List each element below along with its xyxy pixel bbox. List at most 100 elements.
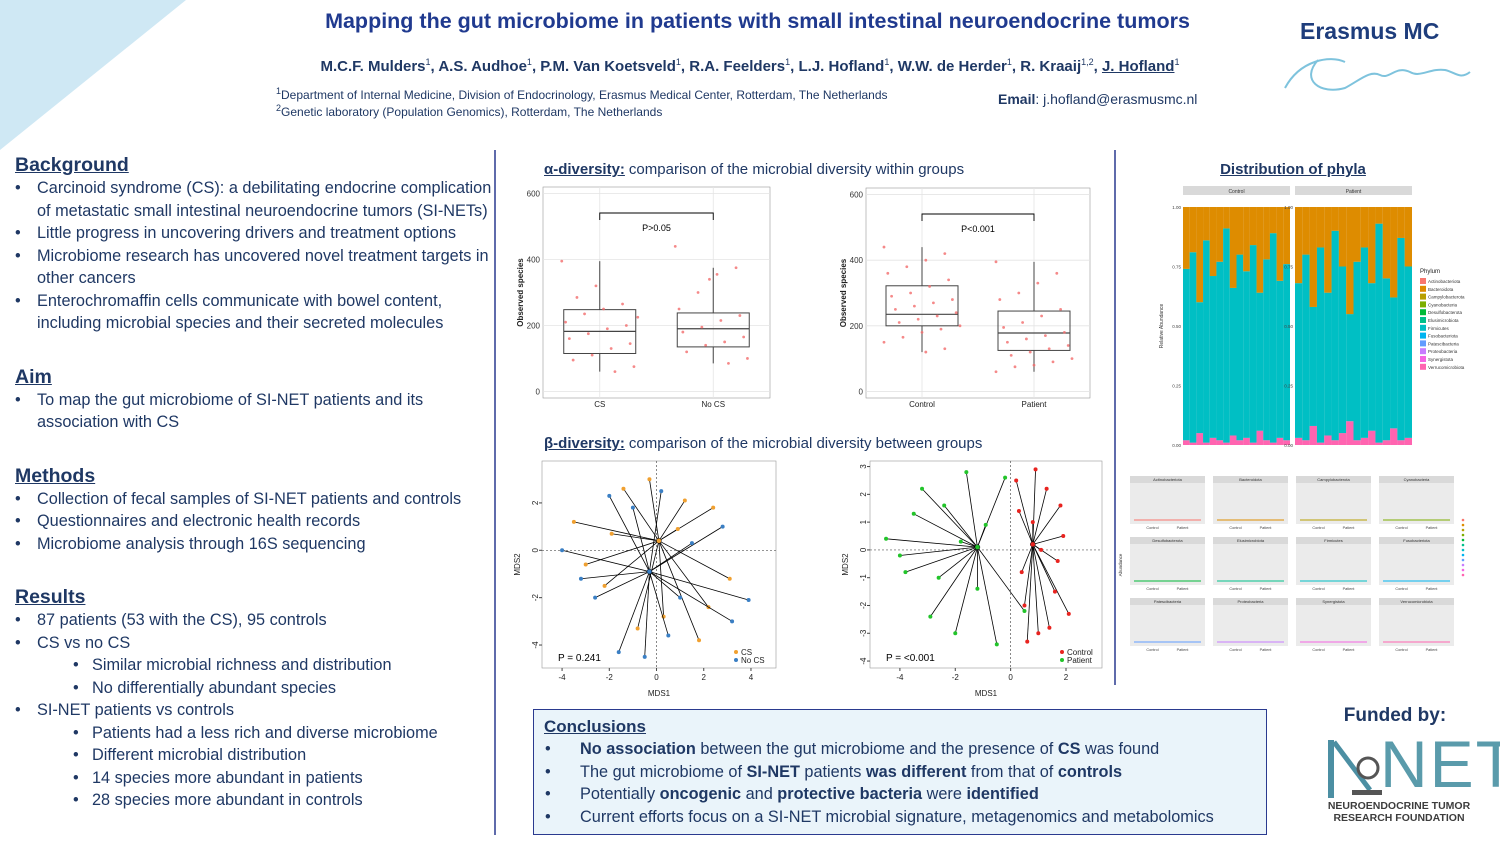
point [951, 298, 954, 301]
point [708, 277, 711, 281]
y-tick-label: -4 [531, 641, 540, 649]
bar-segment [1404, 207, 1412, 267]
point [697, 638, 702, 643]
point [953, 631, 958, 636]
facet-panel [1379, 483, 1454, 524]
y-axis-label: Observed species [516, 258, 525, 327]
annotation: P = 0.241 [558, 653, 601, 664]
spoke [1032, 544, 1070, 615]
point [1017, 291, 1021, 295]
y-tick-label: 0.25 [1172, 384, 1181, 389]
heading-text: comparison of the microbial diversity wi… [628, 161, 965, 178]
net-logo-icon [1328, 740, 1382, 798]
spoke [649, 571, 669, 636]
author: P.M. Van Koetsveld1 [540, 57, 689, 75]
bar-segment [1331, 230, 1339, 441]
affiliation-text: Genetic laboratory (Population Genomics)… [281, 105, 663, 119]
bar-segment [1263, 440, 1270, 445]
spoke [649, 571, 749, 601]
text-run: from that of [966, 762, 1058, 781]
email: Email: j.hofland@erasmusmc.nl [998, 91, 1197, 107]
spoke [594, 571, 650, 599]
spoke [658, 540, 700, 641]
facet-panel [1379, 544, 1454, 585]
spoke [930, 546, 978, 617]
bar-segment [1196, 433, 1204, 445]
spoke [1021, 544, 1034, 573]
bar-segment [1338, 207, 1347, 267]
y-tick-label: 400 [527, 256, 541, 265]
facet-x-label: Patient [1343, 587, 1356, 591]
bar-segment [1353, 440, 1361, 445]
point [924, 258, 928, 262]
point [1066, 344, 1070, 347]
bar-segment [1236, 207, 1244, 255]
text-run: Potentially [580, 785, 660, 803]
point [621, 486, 626, 491]
point [1039, 547, 1044, 552]
point [1003, 475, 1008, 480]
beta-heading: β-diversity: comparison of the microbial … [544, 435, 982, 452]
legend-swatch [1060, 650, 1064, 654]
bar-segment [1223, 442, 1230, 445]
y-tick-label: 0.75 [1284, 265, 1293, 270]
author-sup: 1 [785, 57, 791, 67]
legend-label: Synergistota [1428, 357, 1454, 362]
conclusion-text: Potentially oncogenic and protective bac… [580, 783, 1039, 806]
point [954, 311, 958, 315]
bar-segment [1223, 207, 1230, 229]
facet-panel [1296, 605, 1371, 646]
email-address[interactable]: : j.hofland@erasmusmc.nl [1035, 91, 1198, 107]
point [1059, 308, 1062, 311]
bar-segment [1209, 276, 1217, 438]
point [723, 340, 727, 344]
point [719, 319, 723, 322]
point [936, 575, 941, 580]
y-axis-label: MDS2 [841, 553, 850, 576]
facet-title: Patescibacteria [1154, 599, 1182, 604]
x-axis-label: MDS1 [648, 689, 671, 698]
spoke [632, 507, 650, 572]
funded-by: Funded by: [1343, 705, 1447, 726]
legend-label: Campylobacterota [1428, 295, 1465, 300]
bar-segment [1189, 207, 1197, 253]
legend-swatch [1461, 563, 1465, 567]
point [1028, 350, 1032, 354]
bullet-dot: • [545, 785, 551, 803]
author: A.S. Audhoe1 [438, 57, 540, 75]
facet-title: Firmicutes [1324, 538, 1342, 543]
point [920, 330, 924, 334]
bar-segment [1196, 302, 1204, 434]
text-run: No association [580, 740, 696, 758]
point [609, 531, 614, 536]
bar-segment [1302, 254, 1310, 441]
text-run: were [922, 785, 967, 803]
legend-swatch [1461, 543, 1465, 547]
box [676, 312, 750, 348]
legend-swatch [1461, 568, 1465, 572]
point [583, 312, 586, 316]
y-tick-label: 0 [531, 548, 540, 553]
point [746, 598, 751, 603]
conclusions-heading: Conclusions [544, 717, 647, 736]
point [635, 626, 640, 631]
section-heading: Aim [15, 365, 52, 388]
bar-segment [1324, 435, 1332, 445]
facet-x-label: Patient [1426, 587, 1439, 591]
legend-label: Cyanobacteria [1428, 302, 1458, 307]
point [1051, 360, 1055, 364]
spoke [644, 571, 650, 657]
facet-x-label: Patient [1260, 526, 1273, 530]
y-tick-label: 1.00 [1284, 205, 1293, 210]
legend-swatch [1060, 658, 1064, 662]
point [609, 347, 613, 350]
bar-segment [1183, 268, 1190, 441]
point [602, 583, 607, 588]
text-run: CS [1057, 740, 1081, 758]
conclusions-box: Conclusions • No association between the g… [533, 709, 1267, 835]
bullet: Carcinoid syndrome (CS): a debilitating … [15, 177, 493, 222]
y-tick-label: 200 [527, 321, 541, 330]
legend-swatch [1461, 518, 1465, 522]
point [1063, 330, 1066, 334]
legend-title: Phylum [1420, 269, 1440, 275]
